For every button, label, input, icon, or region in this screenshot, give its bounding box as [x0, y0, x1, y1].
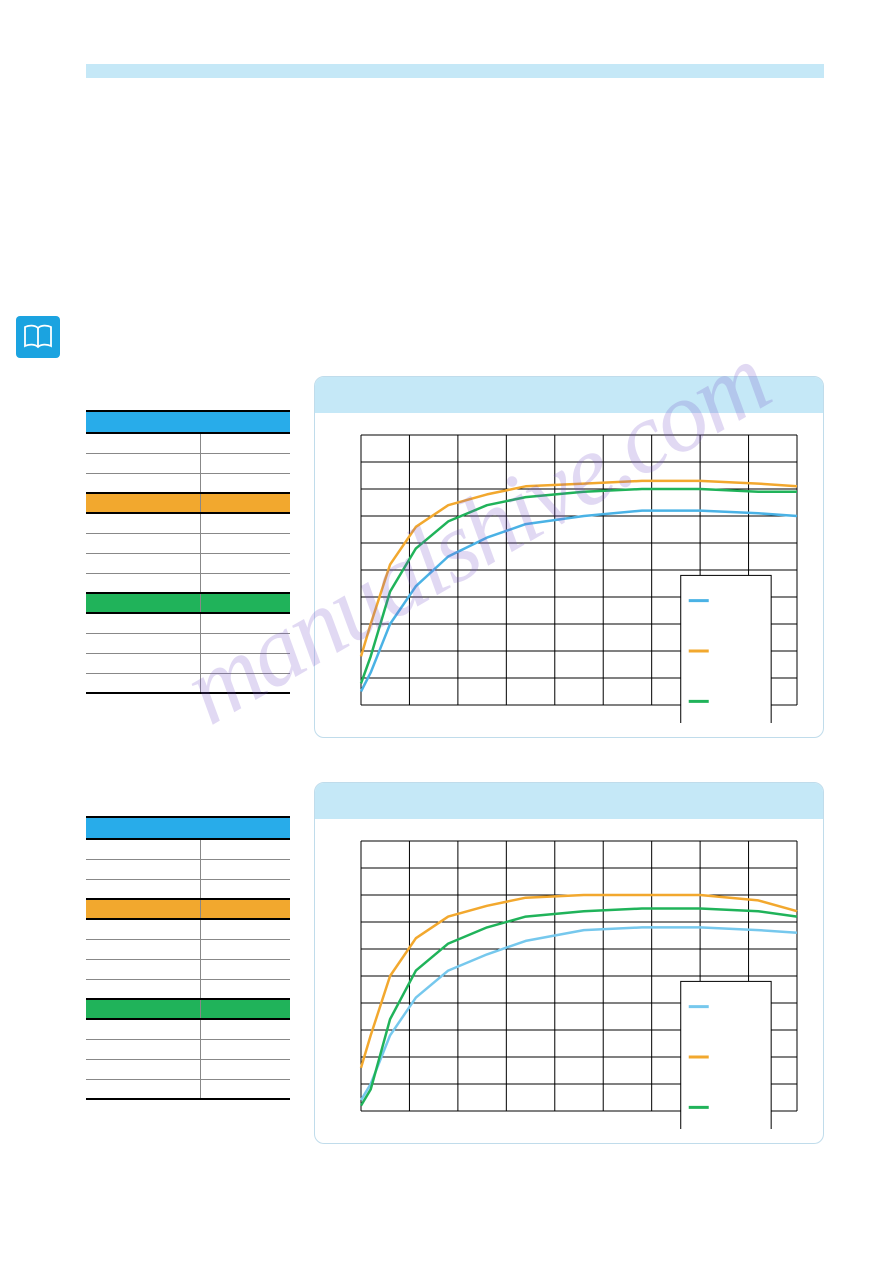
chart1-svg	[339, 427, 809, 723]
chart-panel-1	[314, 376, 824, 738]
table1-sep-orange	[86, 493, 200, 513]
page-header-bar	[86, 64, 824, 78]
data-table-2	[86, 816, 290, 1100]
chart2-title	[315, 783, 823, 819]
table2-header	[86, 817, 290, 839]
table1-header	[86, 411, 290, 433]
chart1-title	[315, 377, 823, 413]
table2-sep-green	[86, 999, 200, 1019]
book-icon	[16, 316, 60, 358]
chart-panel-2	[314, 782, 824, 1144]
table1-sep-green	[86, 593, 200, 613]
table2-sep-orange	[86, 899, 200, 919]
data-table-1	[86, 410, 290, 694]
chart2-svg	[339, 833, 809, 1129]
